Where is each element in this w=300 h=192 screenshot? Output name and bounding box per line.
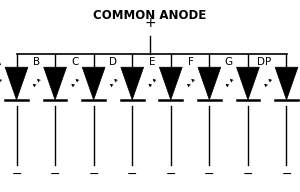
Text: −: − (243, 168, 253, 181)
Text: F: F (188, 57, 194, 67)
Text: A: A (0, 57, 2, 67)
Text: −: − (127, 168, 137, 181)
Polygon shape (159, 67, 182, 100)
Text: −: − (11, 168, 22, 181)
Text: G: G (225, 57, 233, 67)
Polygon shape (236, 67, 259, 100)
Text: D: D (109, 57, 117, 67)
Text: −: − (50, 168, 60, 181)
Polygon shape (44, 67, 67, 100)
Text: COMMON ANODE: COMMON ANODE (93, 9, 207, 22)
Text: +: + (144, 16, 156, 30)
Polygon shape (275, 67, 298, 100)
Polygon shape (82, 67, 105, 100)
Polygon shape (198, 67, 221, 100)
Text: C: C (71, 57, 79, 67)
Text: −: − (204, 168, 214, 181)
Text: −: − (281, 168, 292, 181)
Polygon shape (121, 67, 144, 100)
Polygon shape (5, 67, 28, 100)
Text: DP: DP (257, 57, 272, 67)
Text: E: E (149, 57, 156, 67)
Text: B: B (33, 57, 40, 67)
Text: −: − (88, 168, 99, 181)
Text: −: − (166, 168, 176, 181)
